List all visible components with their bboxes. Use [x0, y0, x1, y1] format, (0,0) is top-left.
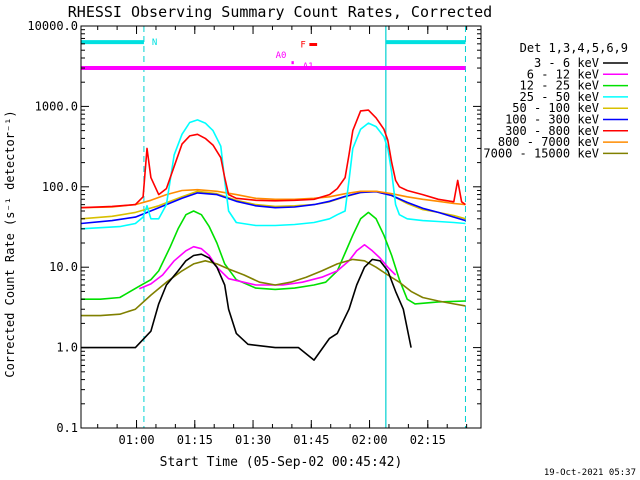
x-tick-label-2: 01:30 [235, 433, 271, 447]
y-tick-label-3: 100.0 [42, 180, 78, 194]
plot-frame [80, 25, 482, 429]
y-tick-label-0: 0.1 [56, 421, 78, 435]
x-tick-label-0: 01:00 [118, 433, 154, 447]
y-tick-label-2: 10.0 [49, 260, 78, 274]
plot-area: N F A0 A1 [81, 26, 466, 428]
legend-title: Det 1,3,4,5,6,9 [520, 41, 628, 55]
legend-entry-0: 3 - 6 keV [534, 56, 599, 70]
series-line-7 [81, 188, 466, 209]
flag-label-a0: A0 [276, 51, 287, 61]
legend-entry-2: 12 - 25 keV [520, 79, 599, 93]
series-line-1 [138, 244, 397, 290]
series-line-5 [81, 190, 466, 225]
series-line-2 [81, 210, 466, 305]
series-line-6 [81, 109, 466, 209]
flag-label-f: F [300, 41, 305, 51]
legend-entry-8: 7000 - 15000 keV [483, 146, 599, 160]
legend-entry-6: 300 - 800 keV [505, 124, 599, 138]
chart-title: RHESSI Observing Summary Count Rates, Co… [68, 3, 492, 21]
x-tick-label-1: 01:15 [177, 433, 213, 447]
generation-timestamp: 19-Oct-2021 05:37 [544, 468, 636, 478]
x-tick-label-3: 01:45 [293, 433, 329, 447]
series-line-0 [81, 253, 412, 361]
x-axis-label: Start Time (05-Sep-02 00:45:42) [160, 455, 403, 470]
y-axis-label: Corrected Count Rate (s⁻¹ detector⁻¹) [3, 110, 17, 377]
legend-entry-5: 100 - 300 keV [505, 113, 599, 127]
x-tick-label-5: 02:15 [410, 433, 446, 447]
y-tick-label-4: 1000.0 [35, 99, 78, 113]
legend-entry-3: 25 - 50 keV [520, 90, 599, 104]
x-tick-label-4: 02:00 [351, 433, 387, 447]
legend-entry-7: 800 - 7000 keV [498, 135, 599, 149]
axes: 0.1 1.0 10.0 100.0 1000.0 10000.0 01:00 01:15 01… [27, 19, 482, 447]
series-line-8 [81, 258, 466, 317]
flag-label-a1: A1 [303, 62, 314, 72]
legend-entry-1: 6 - 12 keV [527, 67, 599, 81]
series-line-3 [81, 119, 466, 230]
y-tick-label-1: 1.0 [56, 341, 78, 355]
flag-bar-label-0: N [152, 38, 157, 48]
y-tick-label-5: 10000.0 [27, 19, 78, 33]
plot-content: N F A0 A1 [81, 26, 466, 428]
legend-entry-4: 50 - 100 keV [512, 101, 599, 115]
